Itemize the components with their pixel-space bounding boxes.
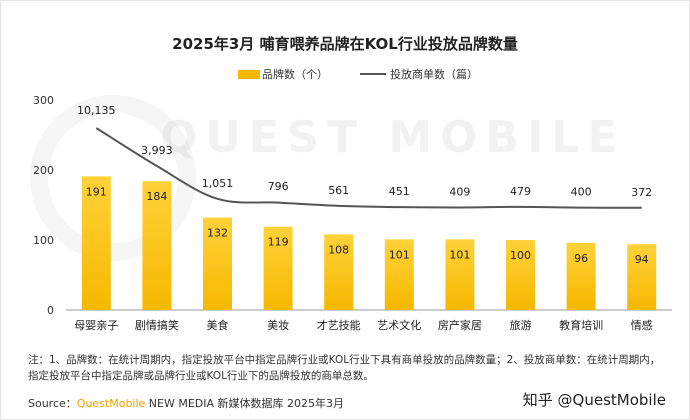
source-line: Source：QuestMobile NEW MEDIA 新媒体数据库 2025… [28, 395, 344, 411]
bar-value-label: 119 [268, 236, 289, 249]
bar-value-label: 101 [449, 248, 470, 261]
bar-9 [627, 244, 657, 310]
line-value-label: 561 [328, 184, 349, 197]
category-label: 母婴亲子 [74, 318, 118, 332]
chart-note: 注：1、品牌数：在统计周期内，指定投放平台中指定品牌行业或KOL行业下具有商单投… [28, 354, 661, 382]
line-value-label: 3,993 [141, 144, 173, 157]
source-brand: QuestMobile [76, 397, 146, 410]
bar-value-label: 184 [146, 190, 167, 203]
category-label: 情感 [631, 319, 653, 332]
series-line [95, 127, 642, 209]
category-label: 教育培训 [559, 318, 603, 332]
bar-5 [384, 239, 414, 310]
category-label: 艺术文化 [377, 318, 421, 332]
bar-value-label: 191 [86, 185, 107, 198]
bar-value-label: 132 [207, 227, 228, 240]
category-label: 剧情搞笑 [135, 318, 179, 332]
category-label: 旅游 [510, 318, 532, 332]
chart-title: 2025年3月 哺育喂养品牌在KOL行业投放品牌数量 [172, 35, 518, 53]
legend-line-label: 投放商单数（篇） [390, 68, 478, 81]
bar-value-label: 101 [389, 248, 410, 261]
bar-2 [203, 217, 232, 310]
background-watermark: QUEST MOBILE [160, 112, 626, 163]
y-tick-label: 0 [47, 304, 54, 317]
legend-bar-label: 品牌数（个） [262, 68, 328, 81]
y-tick-label: 300 [33, 94, 54, 107]
bar-3 [263, 226, 293, 310]
line-value-label: 372 [631, 186, 652, 199]
line-value-label: 451 [389, 185, 410, 198]
source-suffix: NEW MEDIA 新媒体数据库 2025年3月 [145, 397, 345, 410]
category-label: 才艺技能 [317, 318, 361, 332]
bar-7 [506, 240, 535, 310]
bar-value-label: 94 [635, 253, 649, 266]
bar-1 [142, 181, 172, 310]
chart-plot: 0 100 200 300 191 母婴亲子 184 剧情搞笑 132 美食 119 美妆 108 才艺技… [33, 94, 672, 332]
bar-value-label: 108 [328, 243, 349, 256]
source-prefix: Source： [28, 397, 77, 410]
bar-value-label: 100 [510, 249, 531, 262]
category-label: 美妆 [267, 319, 289, 332]
line-value-label: 10,135 [77, 104, 116, 117]
chart-legend: 品牌数（个） 投放商单数（篇） [238, 66, 478, 82]
line-value-label: 796 [268, 180, 289, 193]
bar-0 [81, 176, 111, 310]
bar-6 [445, 239, 475, 310]
category-label: 房产家居 [438, 318, 482, 332]
zhihu-watermark: 知乎 @QuestMobile [522, 391, 666, 409]
bar-4 [324, 234, 354, 310]
category-label: 美食 [207, 318, 229, 332]
y-tick-label: 100 [33, 234, 54, 247]
line-value-label: 1,051 [202, 177, 234, 190]
bar-8 [566, 242, 596, 310]
legend-line-swatch [360, 73, 386, 75]
line-value-label: 400 [571, 186, 592, 199]
bar-value-label: 96 [574, 252, 588, 265]
legend-bar-swatch [238, 69, 260, 79]
line-value-label: 409 [449, 186, 470, 199]
line-value-label: 479 [510, 185, 531, 198]
y-tick-label: 200 [33, 164, 54, 177]
